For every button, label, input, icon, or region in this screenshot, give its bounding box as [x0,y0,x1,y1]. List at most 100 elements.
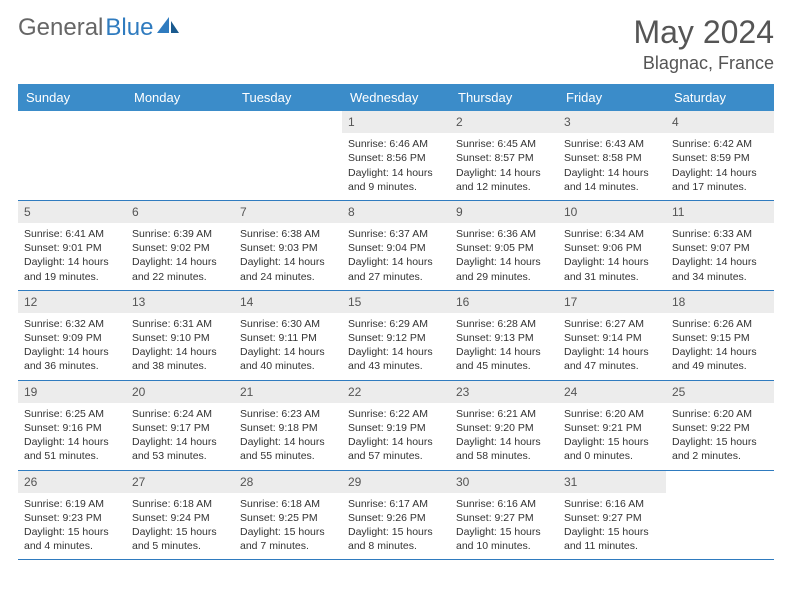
sunset-line: Sunset: 9:27 PM [456,511,552,525]
day-cell: 17Sunrise: 6:27 AMSunset: 9:14 PMDayligh… [558,291,666,380]
daylight-line: Daylight: 15 hours and 5 minutes. [132,525,228,553]
sunset-line: Sunset: 9:27 PM [564,511,660,525]
day-cell: 16Sunrise: 6:28 AMSunset: 9:13 PMDayligh… [450,291,558,380]
sunset-line: Sunset: 8:59 PM [672,151,768,165]
day-details: Sunrise: 6:21 AMSunset: 9:20 PMDaylight:… [450,403,558,470]
day-cell: 29Sunrise: 6:17 AMSunset: 9:26 PMDayligh… [342,471,450,560]
sunrise-line: Sunrise: 6:37 AM [348,227,444,241]
day-details: Sunrise: 6:36 AMSunset: 9:05 PMDaylight:… [450,223,558,290]
sunrise-line: Sunrise: 6:39 AM [132,227,228,241]
day-number: 26 [18,471,126,493]
daylight-line: Daylight: 14 hours and 9 minutes. [348,166,444,194]
day-number: 11 [666,201,774,223]
day-details: Sunrise: 6:29 AMSunset: 9:12 PMDaylight:… [342,313,450,380]
day-number: 24 [558,381,666,403]
day-details: Sunrise: 6:20 AMSunset: 9:22 PMDaylight:… [666,403,774,470]
sunrise-line: Sunrise: 6:18 AM [240,497,336,511]
daylight-line: Daylight: 14 hours and 27 minutes. [348,255,444,283]
daylight-line: Daylight: 14 hours and 17 minutes. [672,166,768,194]
day-number: 22 [342,381,450,403]
sunset-line: Sunset: 9:05 PM [456,241,552,255]
day-details: Sunrise: 6:27 AMSunset: 9:14 PMDaylight:… [558,313,666,380]
sunset-line: Sunset: 9:20 PM [456,421,552,435]
sunrise-line: Sunrise: 6:42 AM [672,137,768,151]
day-number: 6 [126,201,234,223]
sunset-line: Sunset: 9:19 PM [348,421,444,435]
sunrise-line: Sunrise: 6:28 AM [456,317,552,331]
daylight-line: Daylight: 14 hours and 38 minutes. [132,345,228,373]
day-details: Sunrise: 6:22 AMSunset: 9:19 PMDaylight:… [342,403,450,470]
day-cell: 8Sunrise: 6:37 AMSunset: 9:04 PMDaylight… [342,201,450,290]
location: Blagnac, France [633,53,774,74]
day-cell: 11 Sunrise: 6:33 AMSunset: 9:07 PMDayligh… [666,201,774,290]
daylight-line: Daylight: 14 hours and 43 minutes. [348,345,444,373]
sunrise-line: Sunrise: 6:16 AM [564,497,660,511]
sunset-line: Sunset: 8:57 PM [456,151,552,165]
sunset-line: Sunset: 8:58 PM [564,151,660,165]
day-details: Sunrise: 6:43 AMSunset: 8:58 PMDaylight:… [558,133,666,200]
daylight-line: Daylight: 14 hours and 29 minutes. [456,255,552,283]
day-number: 5 [18,201,126,223]
day-details: Sunrise: 6:19 AMSunset: 9:23 PMDaylight:… [18,493,126,560]
sunrise-line: Sunrise: 6:19 AM [24,497,120,511]
day-header-cell: Wednesday [342,84,450,111]
day-number: 13 [126,291,234,313]
daylight-line: Daylight: 14 hours and 36 minutes. [24,345,120,373]
sunset-line: Sunset: 9:23 PM [24,511,120,525]
daylight-line: Daylight: 14 hours and 31 minutes. [564,255,660,283]
daylight-line: Daylight: 14 hours and 45 minutes. [456,345,552,373]
sunrise-line: Sunrise: 6:20 AM [672,407,768,421]
day-details: Sunrise: 6:38 AMSunset: 9:03 PMDaylight:… [234,223,342,290]
day-cell: 3Sunrise: 6:43 AMSunset: 8:58 PMDaylight… [558,111,666,200]
sunset-line: Sunset: 9:03 PM [240,241,336,255]
sunset-line: Sunset: 9:01 PM [24,241,120,255]
sunrise-line: Sunrise: 6:24 AM [132,407,228,421]
day-details: Sunrise: 6:41 AMSunset: 9:01 PMDaylight:… [18,223,126,290]
daylight-line: Daylight: 14 hours and 49 minutes. [672,345,768,373]
day-header-cell: Tuesday [234,84,342,111]
day-cell: 7Sunrise: 6:38 AMSunset: 9:03 PMDaylight… [234,201,342,290]
day-number: 30 [450,471,558,493]
day-cell: 4 Sunrise: 6:42 AMSunset: 8:59 PMDaylight… [666,111,774,200]
sunrise-line: Sunrise: 6:20 AM [564,407,660,421]
day-cell [126,111,234,200]
day-cell [18,111,126,200]
sunrise-line: Sunrise: 6:31 AM [132,317,228,331]
sunrise-line: Sunrise: 6:32 AM [24,317,120,331]
daylight-line: Daylight: 14 hours and 40 minutes. [240,345,336,373]
day-cell: 19Sunrise: 6:25 AMSunset: 9:16 PMDayligh… [18,381,126,470]
day-cell [234,111,342,200]
sunrise-line: Sunrise: 6:45 AM [456,137,552,151]
day-cell [666,471,774,560]
daylight-line: Daylight: 15 hours and 7 minutes. [240,525,336,553]
day-header-cell: Sunday [18,84,126,111]
day-cell: 15Sunrise: 6:29 AMSunset: 9:12 PMDayligh… [342,291,450,380]
daylight-line: Daylight: 15 hours and 10 minutes. [456,525,552,553]
daylight-line: Daylight: 14 hours and 12 minutes. [456,166,552,194]
month-title: May 2024 [633,14,774,51]
day-details: Sunrise: 6:28 AMSunset: 9:13 PMDaylight:… [450,313,558,380]
sunrise-line: Sunrise: 6:33 AM [672,227,768,241]
daylight-line: Daylight: 14 hours and 53 minutes. [132,435,228,463]
day-details: Sunrise: 6:18 AMSunset: 9:25 PMDaylight:… [234,493,342,560]
sunset-line: Sunset: 9:11 PM [240,331,336,345]
day-details: Sunrise: 6:46 AMSunset: 8:56 PMDaylight:… [342,133,450,200]
daylight-line: Daylight: 14 hours and 19 minutes. [24,255,120,283]
sunset-line: Sunset: 9:07 PM [672,241,768,255]
daylight-line: Daylight: 14 hours and 34 minutes. [672,255,768,283]
day-details: Sunrise: 6:20 AMSunset: 9:21 PMDaylight:… [558,403,666,470]
day-cell: 22Sunrise: 6:22 AMSunset: 9:19 PMDayligh… [342,381,450,470]
sunset-line: Sunset: 9:24 PM [132,511,228,525]
day-number: 10 [558,201,666,223]
logo-text-blue: Blue [105,14,153,42]
day-number: 27 [126,471,234,493]
day-cell: 31Sunrise: 6:16 AMSunset: 9:27 PMDayligh… [558,471,666,560]
day-cell: 5Sunrise: 6:41 AMSunset: 9:01 PMDaylight… [18,201,126,290]
sunrise-line: Sunrise: 6:18 AM [132,497,228,511]
day-number: 4 [666,111,774,133]
sunrise-line: Sunrise: 6:25 AM [24,407,120,421]
day-cell: 6Sunrise: 6:39 AMSunset: 9:02 PMDaylight… [126,201,234,290]
sunrise-line: Sunrise: 6:29 AM [348,317,444,331]
sunrise-line: Sunrise: 6:46 AM [348,137,444,151]
day-number: 9 [450,201,558,223]
